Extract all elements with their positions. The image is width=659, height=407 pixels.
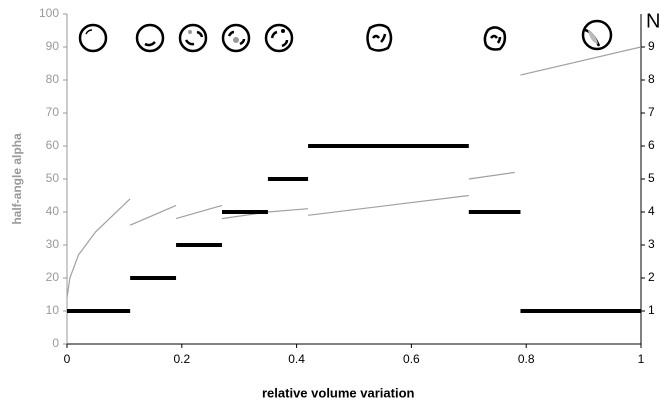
curve-line bbox=[66, 46, 642, 298]
x-tick-label: 0.2 bbox=[173, 352, 190, 366]
y2-tick-label: 1 bbox=[648, 303, 655, 317]
y-tick-label: 60 bbox=[46, 138, 60, 152]
y2-tick-label: 5 bbox=[648, 171, 655, 185]
y-tick-label: 10 bbox=[46, 303, 60, 317]
y-tick-label: 100 bbox=[39, 6, 59, 20]
x-tick-label: 1 bbox=[638, 352, 645, 366]
y-tick-label: 90 bbox=[46, 39, 60, 53]
y2-tick-label: 8 bbox=[648, 72, 655, 86]
y-tick-label: 0 bbox=[52, 336, 59, 350]
x-tick-label: 0.8 bbox=[518, 352, 535, 366]
y2-tick-label: 3 bbox=[648, 237, 655, 251]
y-tick-label: 20 bbox=[46, 270, 60, 284]
y2-axis-title: N bbox=[646, 10, 659, 32]
x-tick-label: 0.6 bbox=[403, 352, 420, 366]
y-tick-label: 40 bbox=[46, 204, 60, 218]
y-tick-label: 50 bbox=[46, 171, 60, 185]
y-tick-label: 30 bbox=[46, 237, 60, 251]
y-axis-title: half-angle alpha bbox=[10, 133, 24, 225]
cell-icons bbox=[78, 19, 613, 53]
y-tick-label: 70 bbox=[46, 105, 60, 119]
x-tick-label: 0.4 bbox=[288, 352, 305, 366]
x-axis-title: relative volume variation bbox=[262, 385, 415, 400]
y2-tick-label: 4 bbox=[648, 204, 655, 218]
x-tick-label: 0 bbox=[64, 352, 71, 366]
step-line bbox=[67, 144, 641, 313]
y2-tick-label: 6 bbox=[648, 138, 655, 152]
y2-tick-label: 7 bbox=[648, 105, 655, 119]
y2-tick-label: 2 bbox=[648, 270, 655, 284]
y-tick-label: 80 bbox=[46, 72, 60, 86]
y2-tick-label: 9 bbox=[648, 39, 655, 53]
